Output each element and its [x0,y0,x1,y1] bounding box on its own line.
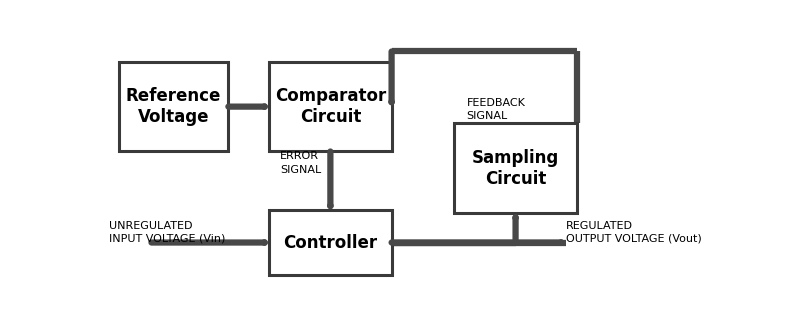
Text: Comparator
Circuit: Comparator Circuit [275,87,386,126]
Text: Reference
Voltage: Reference Voltage [126,87,221,126]
FancyBboxPatch shape [269,62,391,152]
Text: FEEDBACK
SIGNAL: FEEDBACK SIGNAL [467,98,526,121]
FancyBboxPatch shape [454,123,577,213]
FancyBboxPatch shape [118,62,228,152]
Text: Sampling
Circuit: Sampling Circuit [472,149,559,187]
Text: REGULATED
OUTPUT VOLTAGE (Vout): REGULATED OUTPUT VOLTAGE (Vout) [565,221,701,244]
Text: UNREGULATED
INPUT VOLTAGE (Vin): UNREGULATED INPUT VOLTAGE (Vin) [109,221,225,244]
FancyBboxPatch shape [269,210,391,275]
Text: Controller: Controller [284,233,377,251]
Text: ERROR
SIGNAL: ERROR SIGNAL [280,152,322,174]
